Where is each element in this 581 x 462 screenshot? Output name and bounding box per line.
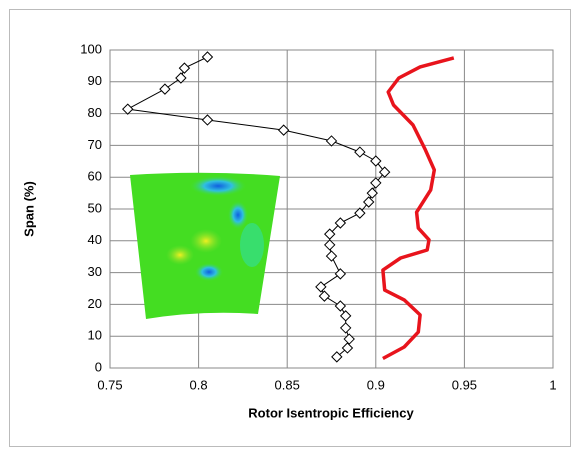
data-point [201, 51, 214, 63]
data-point [378, 166, 391, 178]
series-line [127, 56, 386, 358]
data-point [324, 228, 336, 240]
data-point [366, 187, 378, 199]
data-point [339, 322, 352, 334]
inset-contour [130, 172, 280, 319]
y-tick-label: 60 [88, 169, 102, 184]
x-axis-title: Rotor Isentropic Efficiency [248, 405, 414, 420]
data-point [343, 333, 355, 345]
data-point [334, 268, 347, 280]
plot-border [109, 49, 554, 369]
y-tick-label: 20 [88, 296, 102, 311]
data-point [331, 351, 343, 363]
data-point [318, 290, 331, 302]
y-axis-title: Span (%) [21, 181, 36, 237]
y-tick-label: 0 [95, 359, 102, 374]
y-tick-label: 30 [88, 264, 102, 279]
data-point [341, 342, 354, 354]
data-point [334, 300, 347, 312]
data-point [354, 207, 366, 219]
data-point [315, 281, 327, 293]
x-tick-label: 0.85 [275, 377, 300, 392]
data-point [325, 135, 338, 147]
x-tick-label: 0.9 [367, 377, 385, 392]
data-point [370, 155, 382, 167]
data-point [363, 196, 375, 208]
data-point [325, 250, 338, 262]
data-point [324, 239, 336, 251]
y-tick-label: 40 [88, 232, 102, 247]
y-tick-label: 50 [88, 200, 102, 215]
data-point [201, 114, 214, 126]
series-line [381, 56, 455, 361]
plot-area [122, 51, 455, 363]
x-tick-label: 0.75 [97, 377, 122, 392]
data-point [339, 310, 352, 322]
x-tick-label: 0.95 [452, 377, 477, 392]
y-tick-label: 90 [88, 73, 102, 88]
y-tick-label: 100 [80, 41, 102, 56]
data-point [122, 103, 134, 115]
data-point [175, 72, 187, 84]
y-tick-label: 80 [88, 105, 102, 120]
data-point [277, 124, 290, 136]
data-point [354, 146, 366, 158]
y-tick-label: 10 [88, 328, 102, 343]
data-point [370, 177, 382, 189]
data-point [178, 62, 191, 74]
data-point [159, 83, 171, 95]
data-point [334, 217, 347, 229]
y-tick-label: 70 [88, 137, 102, 152]
chart-frame [9, 9, 571, 447]
x-tick-label: 1 [549, 377, 556, 392]
x-tick-label: 0.8 [190, 377, 208, 392]
